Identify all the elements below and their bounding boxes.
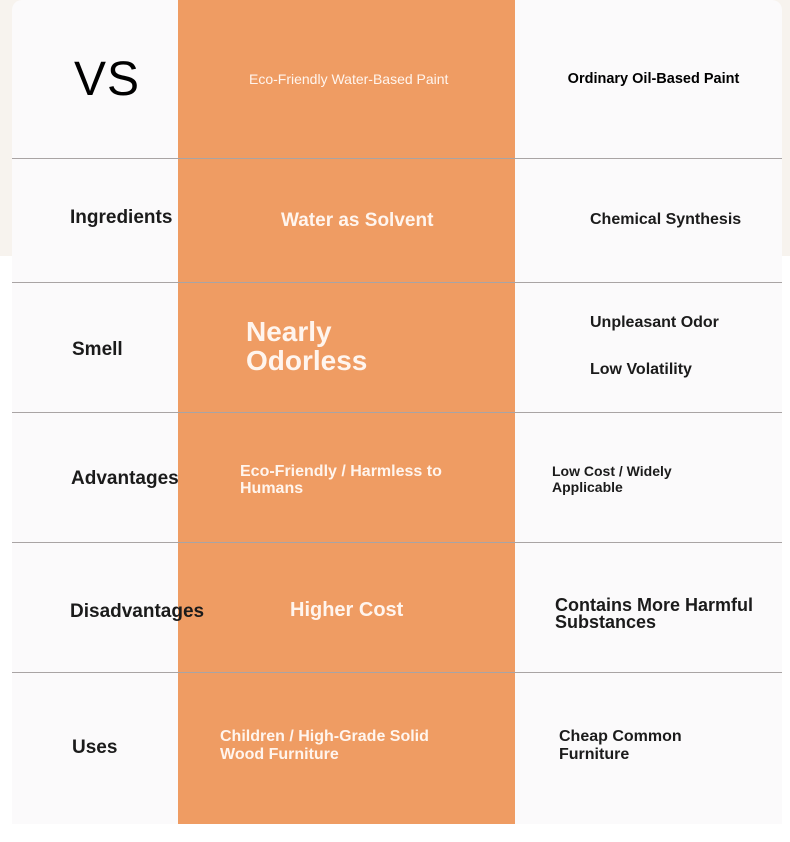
oil-value: Low Cost / Widely Applicable	[515, 413, 782, 545]
oil-value-line: Cheap Common	[559, 728, 682, 745]
row-divider	[12, 672, 782, 673]
water-value: Water as Solvent	[178, 159, 515, 283]
water-based-header: Eco-Friendly Water-Based Paint	[249, 71, 449, 87]
water-value-line: Wood Furniture	[220, 746, 339, 763]
row-uses: Uses Children / High-Grade Solid Wood Fu…	[12, 673, 782, 824]
row-divider	[12, 158, 782, 159]
oil-value-line: Furniture	[559, 746, 630, 763]
water-value-line: Odorless	[246, 345, 368, 377]
water-value: Nearly Odorless	[178, 283, 515, 413]
water-value-line: Children / High-Grade Solid	[220, 728, 429, 745]
row-ingredients: Ingredients Water as Solvent Chemical Sy…	[12, 159, 782, 283]
water-value: Eco-Friendly / Harmless to Humans	[178, 413, 515, 547]
row-smell: Smell Nearly Odorless Unpleasant Odor Lo…	[12, 283, 782, 413]
vs-label: VS	[74, 52, 141, 106]
water-value-line: Higher Cost	[290, 598, 404, 621]
row-label: Smell	[72, 339, 123, 360]
oil-value: Cheap Common Furniture	[515, 673, 782, 819]
row-label: Disadvantages	[70, 601, 205, 622]
oil-value-line: Low Cost / Widely	[552, 463, 672, 479]
oil-value-line: Substances	[555, 612, 657, 632]
oil-value-line: Unpleasant Odor	[590, 314, 719, 331]
row-label: Ingredients	[70, 207, 173, 228]
comparison-table: VS Eco-Friendly Water-Based Paint Ordina…	[12, 0, 782, 824]
oil-value-line: Applicable	[552, 479, 623, 495]
oil-value: Chemical Synthesis	[515, 159, 782, 280]
water-value-line: Humans	[240, 480, 304, 497]
water-value-line: Eco-Friendly / Harmless to	[240, 463, 442, 480]
row-label: Advantages	[71, 468, 179, 489]
oil-value-line: Chemical Synthesis	[590, 210, 742, 228]
oil-value-line: Low Volatility	[590, 361, 692, 378]
oil-value: Contains More Harmful Substances	[515, 543, 782, 685]
header-row: VS Eco-Friendly Water-Based Paint Ordina…	[12, 0, 782, 159]
oil-value: Unpleasant Odor Low Volatility	[515, 283, 782, 413]
water-value-line: Water as Solvent	[281, 210, 434, 231]
oil-based-header: Ordinary Oil-Based Paint	[567, 71, 740, 87]
row-advantages: Advantages Eco-Friendly / Harmless to Hu…	[12, 413, 782, 543]
row-divider	[12, 542, 782, 543]
row-disadvantages: Disadvantages Higher Cost Contains More …	[12, 543, 782, 673]
row-divider	[12, 412, 782, 413]
oil-value-line: Contains More Harmful	[555, 595, 754, 615]
row-divider	[12, 282, 782, 283]
water-value-line: Nearly	[246, 316, 332, 347]
row-label: Uses	[72, 737, 118, 758]
water-value: Higher Cost	[178, 543, 515, 677]
water-value: Children / High-Grade Solid Wood Furnitu…	[178, 673, 515, 819]
